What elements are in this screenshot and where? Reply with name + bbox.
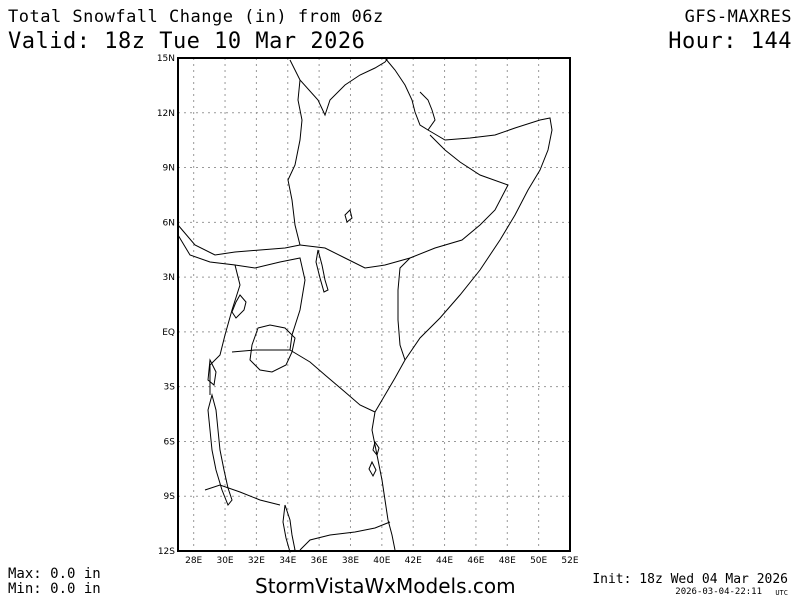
pemba-island [372,440,380,457]
lon-tick-label: 42E [405,556,422,566]
sudan-eritrea-coast [384,57,436,131]
forecast-hour: Hour: 144 [668,29,792,54]
sudan-south-sudan-border [177,224,301,256]
east-african-coast [371,411,396,551]
lon-tick-label: 48E [499,556,516,566]
lat-tick-label: 6N [163,218,175,228]
lat-tick-label: 15N [157,54,175,64]
lat-tick-label: 12N [157,109,175,119]
kenya-tanzania-border [289,349,376,413]
lon-tick-label: 28E [185,556,202,566]
zanzibar-island [368,460,377,478]
valid-time: Valid: 18z Tue 10 Mar 2026 [8,29,366,54]
map-frame [177,57,571,552]
lake-albert [231,294,247,319]
lake-kivu [207,358,217,386]
ethiopia-somalia-border [409,134,509,259]
lon-tick-label: 40E [373,556,390,566]
lat-tick-label: 9S [164,492,176,502]
init-time: Init: 18z Wed 04 Mar 2026 [592,572,788,587]
model-name: GFS-MAXRES [684,7,792,27]
graticule [178,58,570,551]
ethiopia-sudan-border [287,79,303,246]
lon-tick-label: 44E [436,556,453,566]
lon-tick-label: 52E [561,556,578,566]
lon-tick-label: 46E [467,556,484,566]
ethiopia-lake [344,209,353,223]
gulf-of-aden-coast [374,117,553,413]
mozambique-border [299,521,391,551]
lon-tick-label: 50E [530,556,547,566]
lon-tick-label: 34E [279,556,296,566]
lat-tick-label: 9N [163,164,175,174]
lake-malawi [282,504,296,553]
lon-tick-label: 30E [216,556,233,566]
lake-turkana [315,249,329,293]
map-title: Total Snowfall Change (in) from 06z [8,7,384,27]
lat-tick-label: 3N [163,273,175,283]
lat-tick-label: 6S [164,437,176,447]
max-value: Max: 0.0 in [8,566,101,582]
zambia-border [204,484,281,506]
lat-tick-label: 3S [164,383,176,393]
somalia-kenya-border [397,257,411,361]
uganda-border [231,257,306,353]
lake-victoria [249,324,296,373]
red-sea-coast [289,57,389,117]
drc-east-border [177,234,241,395]
lon-tick-label: 32E [248,556,265,566]
timestamp: 2026-03-04-22:11 [675,587,762,597]
lon-tick-label: 38E [342,556,359,566]
ethiopia-kenya-border [299,244,411,269]
lat-tick-label: 12S [158,547,175,557]
brand-label: StormVistaWxModels.com [255,574,516,598]
axis-labels: 28E 30E 32E 34E 36E 38E 40E 42E 44E 46E 48E 50E 52E 1… [157,54,579,566]
timestamp-timezone: UTC [775,589,788,597]
lat-tick-label: EQ [162,328,175,338]
coastlines-and-borders [177,57,553,553]
lon-tick-label: 36E [311,556,328,566]
min-value: Min: 0.0 in [8,581,101,597]
lake-tanganyika [207,393,233,506]
